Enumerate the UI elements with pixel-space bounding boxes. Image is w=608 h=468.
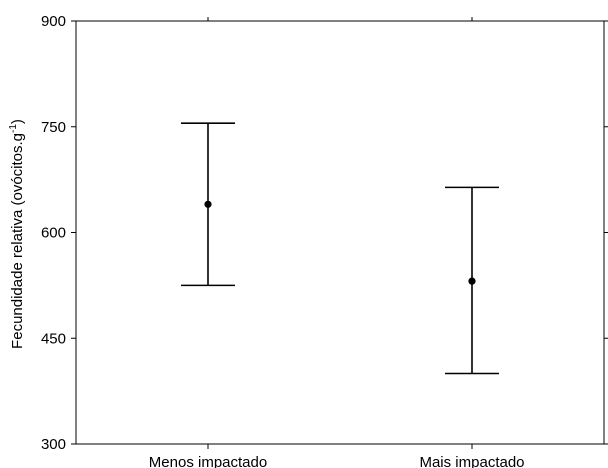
x-tick-label: Mais impactado <box>419 454 524 468</box>
plot-frame <box>75 20 605 445</box>
y-tick-label: 600 <box>41 225 66 242</box>
mean-point <box>204 200 212 208</box>
mean-point <box>468 277 476 285</box>
y-axis-ticks: 300 450 600 750 900 <box>41 13 608 453</box>
y-tick-label: 300 <box>41 436 66 453</box>
x-tick-label: Menos impactado <box>149 454 267 468</box>
x-axis-ticks: Menos impactado Mais impactado <box>149 17 525 468</box>
y-tick-label: 900 <box>41 13 66 30</box>
y-tick-label: 750 <box>41 119 66 136</box>
y-tick-label: 450 <box>41 330 66 347</box>
plot-border <box>75 20 605 445</box>
y-axis-title: Fecundidade relativa (ovócitos.g-1) <box>8 119 26 349</box>
error-bars <box>181 122 499 375</box>
